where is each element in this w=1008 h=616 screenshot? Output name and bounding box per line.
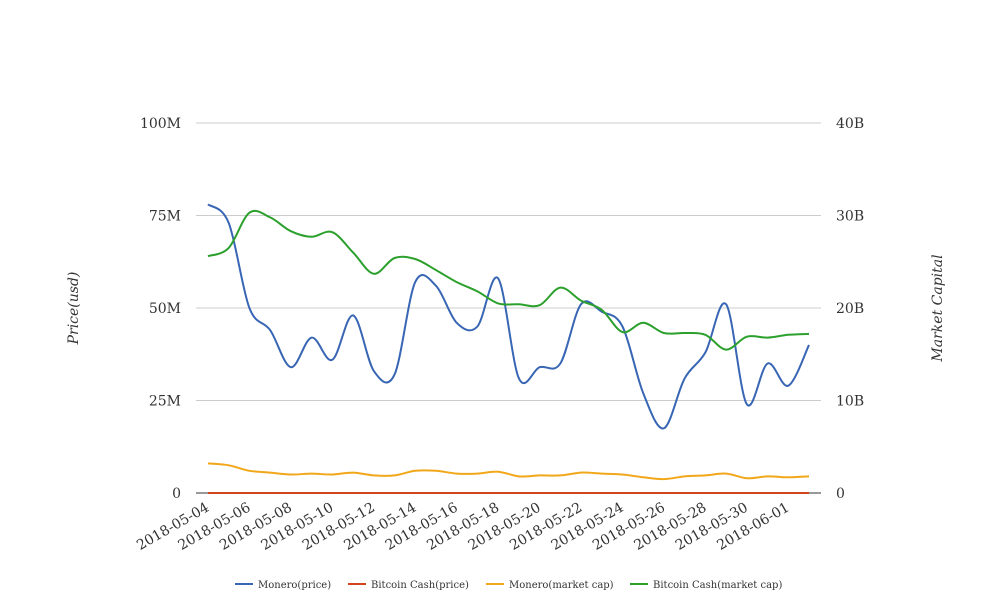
legend: Monero(price) Bitcoin Cash(price) Monero(m… [235, 580, 782, 591]
y-right-tick-label: 10B [836, 394, 864, 410]
legend-label: Monero(price) [258, 580, 331, 591]
y-left-tick-label: 0 [172, 486, 181, 502]
y-right-tick-label: 30B [836, 209, 864, 225]
y-left-tick-label: 25M [149, 394, 181, 410]
y-left-tick-label: 75M [149, 209, 181, 225]
y-right-tick-label: 40B [836, 116, 864, 132]
left-axis-title: Price(usd) [66, 272, 82, 346]
left-axis-ticks: 0 25M 50M 75M 100M [140, 116, 181, 502]
legend-label: Bitcoin Cash(market cap) [653, 580, 782, 591]
legend-label: Monero(market cap) [509, 580, 614, 591]
y-left-tick-label: 50M [149, 301, 181, 317]
series-line [207, 203, 810, 430]
series-line [207, 462, 810, 481]
legend-label: Bitcoin Cash(price) [371, 580, 469, 591]
series-lines [207, 203, 810, 495]
y-right-tick-label: 0 [836, 486, 845, 502]
y-left-tick-label: 100M [140, 116, 181, 132]
y-right-tick-label: 20B [836, 301, 864, 317]
right-axis-ticks: 0 10B 20B 30B 40B [836, 116, 864, 502]
x-axis-ticks: 2018-05-042018-05-062018-05-082018-05-10… [134, 500, 792, 554]
series-line [207, 209, 810, 351]
right-axis-title: Market Capital [930, 254, 946, 362]
